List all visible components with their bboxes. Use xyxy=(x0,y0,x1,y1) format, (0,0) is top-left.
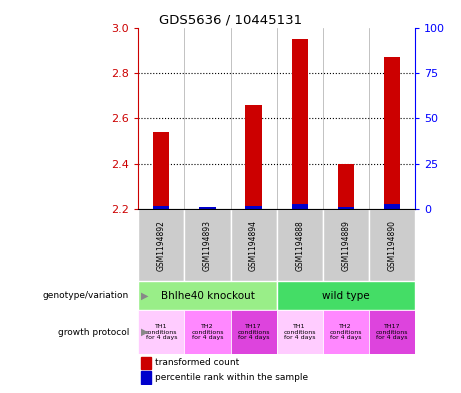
Text: wild type: wild type xyxy=(322,291,370,301)
Bar xyxy=(369,209,415,281)
Text: TH1
conditions
for 4 days: TH1 conditions for 4 days xyxy=(145,324,177,340)
Bar xyxy=(292,204,308,209)
Bar xyxy=(230,310,277,354)
Bar xyxy=(153,206,170,209)
Bar xyxy=(277,209,323,281)
Text: Bhlhe40 knockout: Bhlhe40 knockout xyxy=(160,291,254,301)
Bar xyxy=(138,281,277,310)
Text: GSM1194894: GSM1194894 xyxy=(249,220,258,271)
Text: GDS5636 / 10445131: GDS5636 / 10445131 xyxy=(159,14,302,27)
Bar xyxy=(245,206,261,209)
Bar xyxy=(141,371,151,384)
Bar xyxy=(230,209,277,281)
Text: TH17
conditions
for 4 days: TH17 conditions for 4 days xyxy=(376,324,408,340)
Bar xyxy=(199,207,216,209)
Text: GSM1194890: GSM1194890 xyxy=(387,220,396,271)
Bar xyxy=(141,356,151,369)
Bar xyxy=(384,57,400,209)
Bar xyxy=(184,310,230,354)
Text: GSM1194888: GSM1194888 xyxy=(295,220,304,270)
Bar xyxy=(277,310,323,354)
Bar xyxy=(153,132,170,209)
Bar xyxy=(184,209,230,281)
Text: TH2
conditions
for 4 days: TH2 conditions for 4 days xyxy=(191,324,224,340)
Bar xyxy=(138,209,184,281)
Bar xyxy=(292,39,308,209)
Text: TH17
conditions
for 4 days: TH17 conditions for 4 days xyxy=(237,324,270,340)
Bar xyxy=(337,207,354,209)
Text: ▶: ▶ xyxy=(141,291,148,301)
Text: TH1
conditions
for 4 days: TH1 conditions for 4 days xyxy=(284,324,316,340)
Bar xyxy=(245,105,261,209)
Bar xyxy=(369,310,415,354)
Text: transformed count: transformed count xyxy=(155,358,239,367)
Bar xyxy=(323,209,369,281)
Bar xyxy=(337,163,354,209)
Text: GSM1194892: GSM1194892 xyxy=(157,220,166,271)
Text: GSM1194893: GSM1194893 xyxy=(203,220,212,271)
Text: growth protocol: growth protocol xyxy=(58,327,129,336)
Text: ▶: ▶ xyxy=(141,327,148,337)
Text: percentile rank within the sample: percentile rank within the sample xyxy=(155,373,308,382)
Text: genotype/variation: genotype/variation xyxy=(43,291,129,300)
Bar xyxy=(384,204,400,209)
Text: TH2
conditions
for 4 days: TH2 conditions for 4 days xyxy=(330,324,362,340)
Bar xyxy=(277,281,415,310)
Bar xyxy=(323,310,369,354)
Bar xyxy=(138,310,184,354)
Text: GSM1194889: GSM1194889 xyxy=(341,220,350,271)
